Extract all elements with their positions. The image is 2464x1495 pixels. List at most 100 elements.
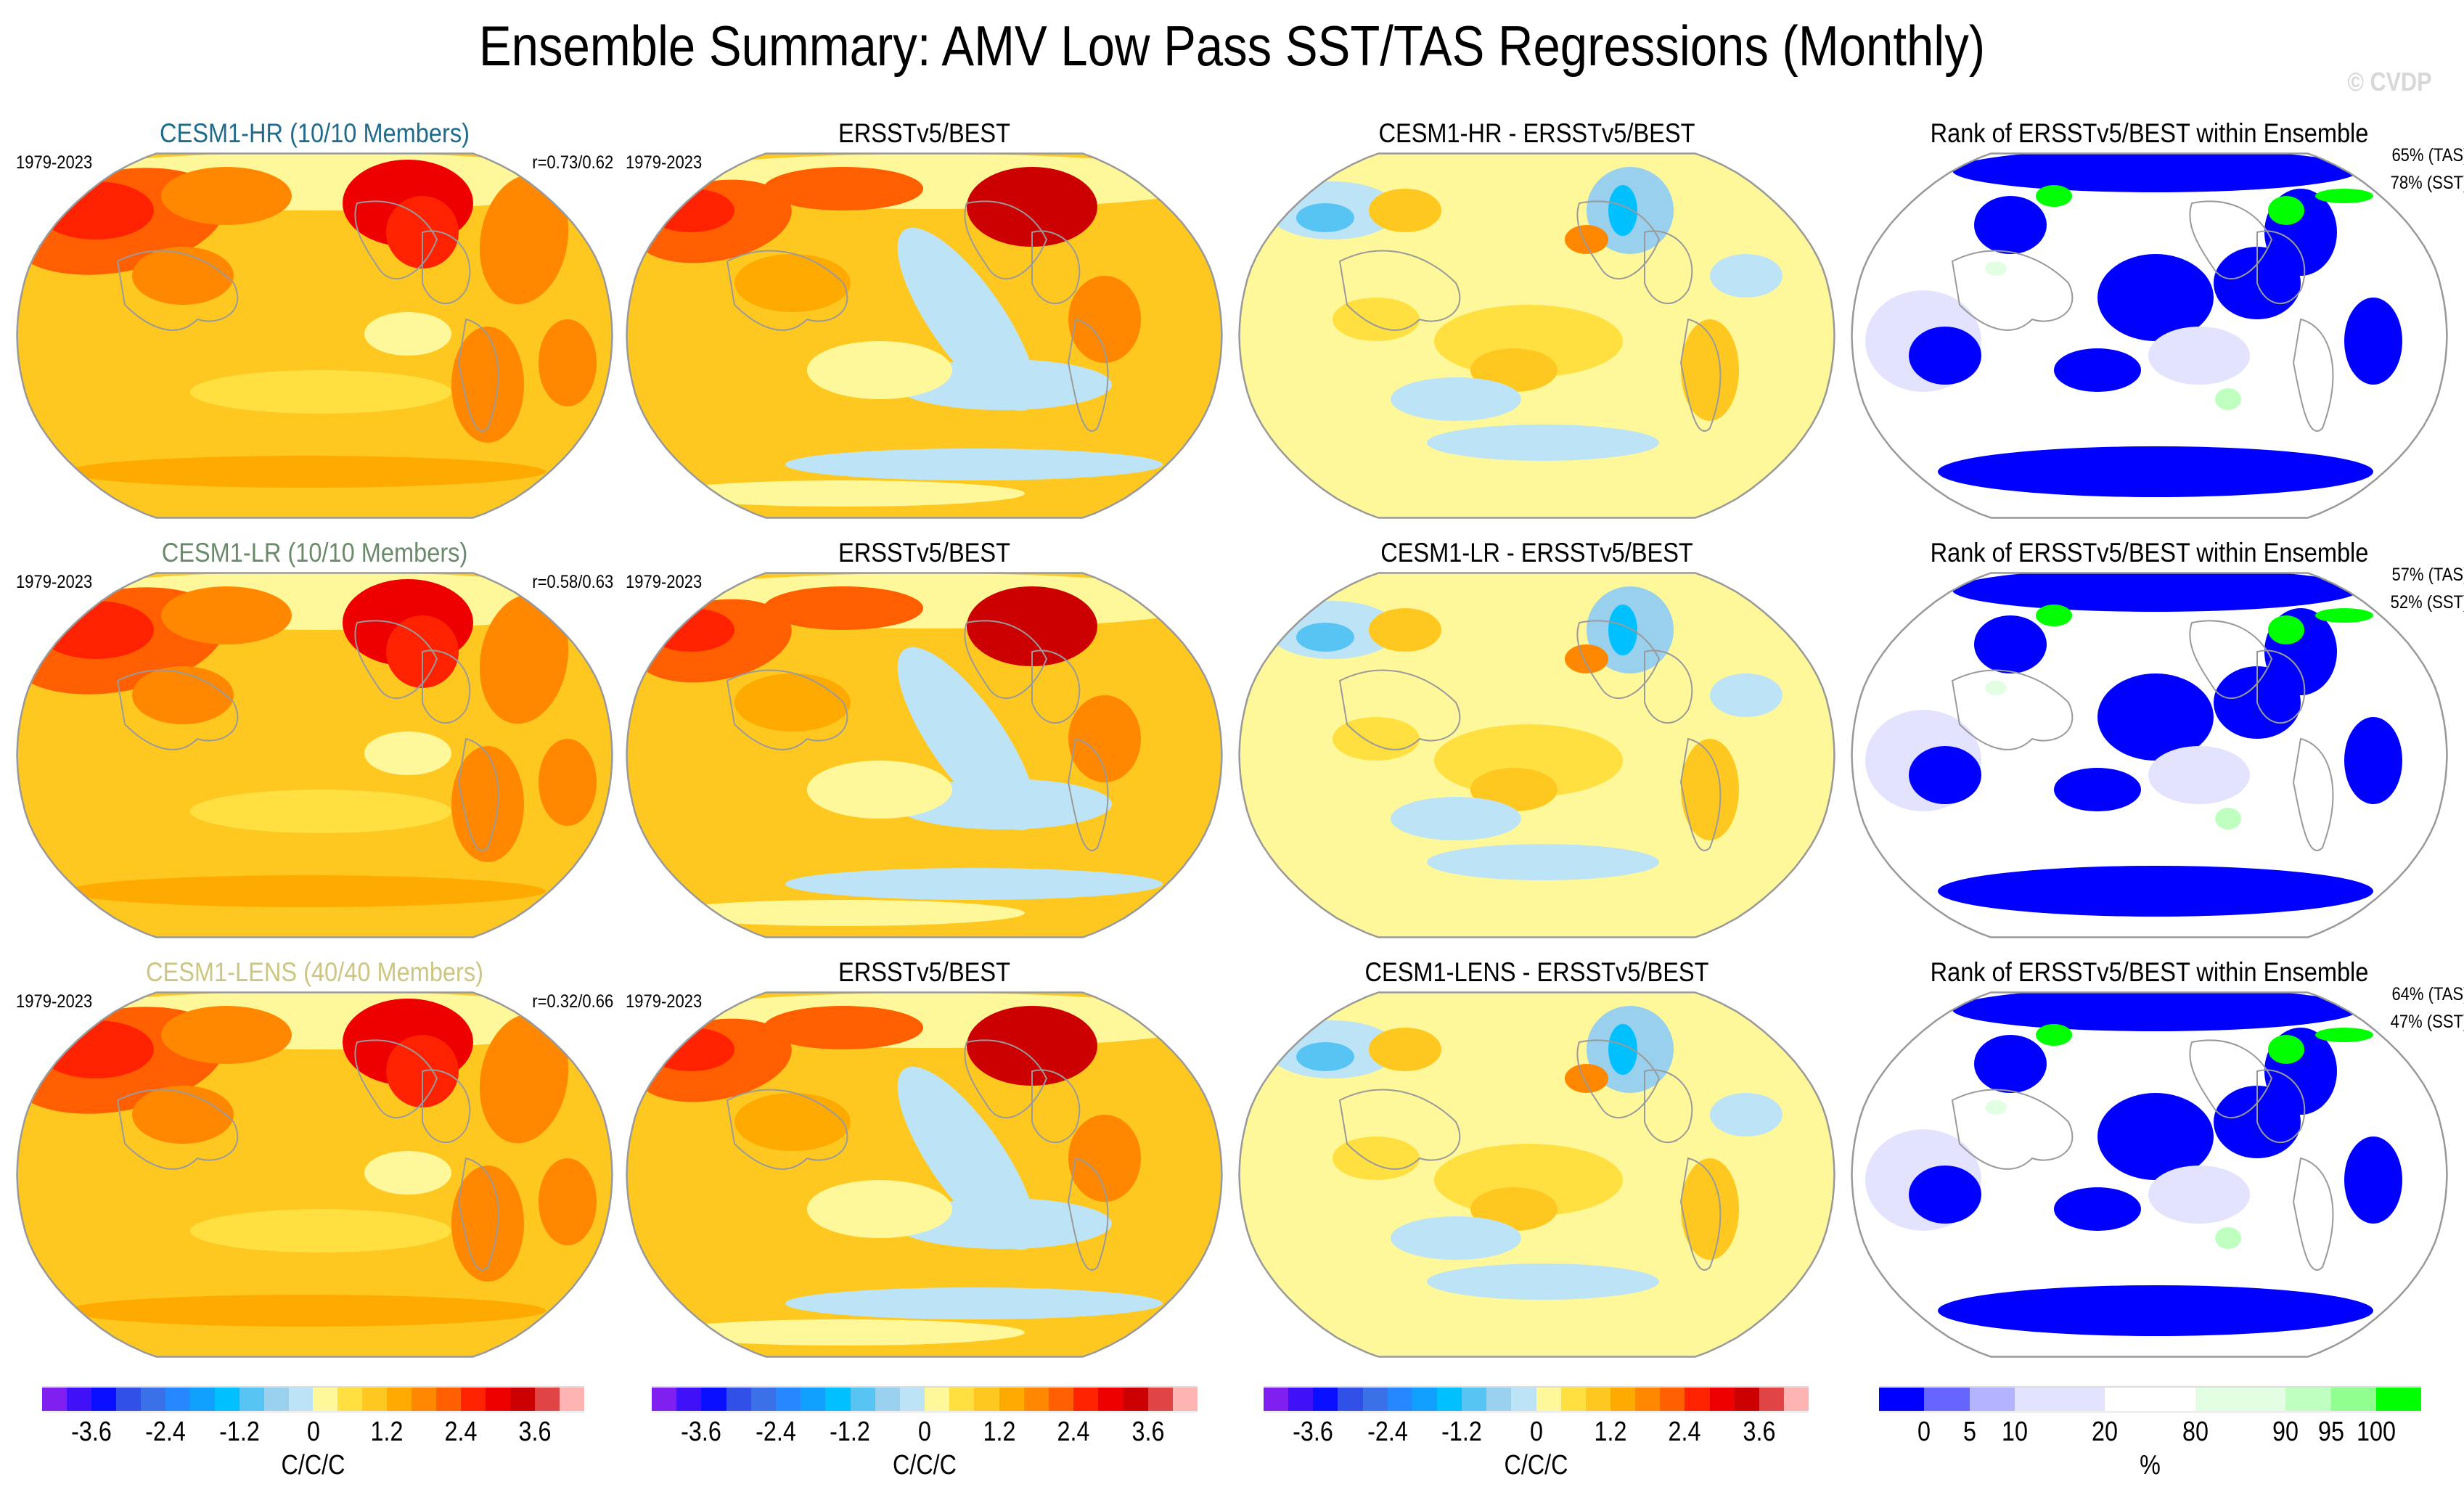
colorbar-unit-label: C/C/C (281, 1450, 345, 1480)
coastline (964, 620, 1048, 700)
model-panel: CESM1-LR (10/10 Members) 1979-2023 r=0.58/… (16, 538, 613, 945)
coastline (1576, 200, 1661, 280)
colorbar-tick-label: 0 (306, 1417, 320, 1447)
colorbar-box (1759, 1388, 1784, 1411)
colorbar-ticks: 0 5 10 20 80 90 95 100 (1879, 1413, 2421, 1447)
field-contour-region (967, 1006, 1097, 1086)
colorbar-box (652, 1388, 677, 1411)
period-label: 1979-2023 (16, 572, 93, 592)
difference-panel: CESM1-LR - ERSSTv5/BEST (1238, 538, 1835, 945)
colorbar-regression-col3: -3.6 -2.4 -1.2 0 1.2 2.4 3.6 C/C/C (1264, 1386, 1809, 1495)
colorbar-box (2285, 1388, 2331, 1411)
map-border (1851, 572, 2448, 938)
field-contour-region (1369, 608, 1441, 652)
rank-map (1851, 572, 2448, 938)
field-contour-region (1296, 1042, 1354, 1071)
rank-sst-label: 52% (SST) (2390, 592, 2464, 613)
field-contour-region (190, 370, 451, 414)
field-contour-region (1470, 1187, 1558, 1231)
colorbar-tick-label: 0 (1529, 1417, 1543, 1447)
field-contour-region (479, 594, 569, 724)
field-contour-region (1974, 196, 2047, 254)
field-contour-region (647, 608, 734, 652)
colorbar-box (66, 1388, 91, 1411)
field-contour-region (190, 1209, 451, 1253)
coastline (1031, 1069, 1081, 1144)
colorbar-box (1783, 1388, 1809, 1411)
coastline (457, 737, 499, 851)
field-contour-region (161, 586, 292, 644)
map-border (1238, 991, 1835, 1358)
difference-panel: CESM1-HR - ERSSTv5/BEST (1238, 119, 1835, 525)
colorbar-box (362, 1388, 388, 1411)
field-contour-region (2315, 1028, 2373, 1042)
coastline (457, 1157, 499, 1271)
colorbar-box (899, 1388, 925, 1411)
colorbar-ticks: -3.6 -2.4 -1.2 0 1.2 2.4 3.6 (42, 1413, 584, 1447)
field-contour-region (2097, 673, 2214, 761)
field-contour-region (2036, 185, 2072, 207)
coastline (1951, 1089, 2074, 1170)
coastline (2292, 318, 2334, 432)
colorbar-box (875, 1388, 900, 1411)
coastline (422, 650, 471, 724)
coastline (116, 1089, 239, 1170)
field-contour-region (2097, 1093, 2214, 1180)
field-contour-region (2344, 1136, 2402, 1224)
colorbar-tick-label: 90 (2272, 1417, 2299, 1447)
coastline (1338, 1089, 1461, 1170)
cvdp-watermark: © CVDP (2347, 67, 2432, 97)
field-contour-region (1710, 1093, 1782, 1136)
difference-panel: CESM1-LENS - ERSSTv5/BEST (1238, 958, 1835, 1364)
field-contour-region (190, 790, 451, 833)
field-contour-region (647, 1028, 734, 1071)
colorbar-unit-label: C/C/C (893, 1450, 957, 1480)
colorbar-boxes (42, 1386, 584, 1413)
field-contour-region (67, 456, 546, 488)
colorbar-box (1123, 1388, 1148, 1411)
field-contour-region (1333, 298, 1420, 341)
coastline (354, 1039, 438, 1119)
obs-map (626, 572, 1223, 938)
coastline (116, 669, 239, 750)
coastline (1644, 1069, 1693, 1144)
period-label: 1979-2023 (16, 152, 93, 173)
colorbar-tick-label: 1.2 (370, 1417, 404, 1447)
panel-title: Rank of ERSSTv5/BEST within Ensemble (1930, 957, 2369, 987)
colorbar-tick-label: 2.4 (1668, 1417, 1701, 1447)
colorbar-box (42, 1388, 67, 1411)
colorbar-box (2330, 1388, 2376, 1411)
coastline (2292, 1157, 2334, 1271)
field-contour-region (967, 586, 1097, 666)
colorbar-regression-col2: -3.6 -2.4 -1.2 0 1.2 2.4 3.6 C/C/C (652, 1386, 1198, 1495)
field-contour-region (2315, 608, 2373, 623)
coastline (1031, 230, 1081, 305)
colorbar-tick-label: 2.4 (444, 1417, 478, 1447)
field-contour-region (2215, 808, 2241, 830)
colorbar-tick-label: 80 (2182, 1417, 2209, 1447)
coastline (1644, 230, 1693, 305)
colorbar-box (1709, 1388, 1735, 1411)
rank-panel: Rank of ERSSTv5/BEST within Ensemble 57% … (1851, 538, 2464, 945)
field-contour-region (1952, 153, 2359, 192)
rank-sst-label: 78% (SST) (2390, 173, 2464, 193)
colorbar-tick-label: 10 (2001, 1417, 2028, 1447)
field-contour-region (1681, 319, 1739, 421)
colorbar-box (1685, 1388, 1710, 1411)
colorbar-box (775, 1388, 801, 1411)
colorbar-box (387, 1388, 412, 1411)
model-map (16, 152, 613, 519)
figure-title: Ensemble Summary: AMV Low Pass SST/TAS R… (478, 14, 1986, 78)
colorbar-unit-label: C/C/C (1504, 1450, 1568, 1480)
field-contour-region (785, 1287, 1163, 1319)
panel-title: CESM1-LENS (40/40 Members) (145, 957, 484, 987)
field-contour-region (764, 586, 923, 630)
field-contour-region (1938, 1285, 2373, 1336)
coastline (2189, 200, 2273, 280)
field-contour-region (1565, 1064, 1608, 1093)
field-contour-region (364, 312, 451, 356)
colorbar-box (1362, 1388, 1388, 1411)
colorbar-box (1462, 1388, 1487, 1411)
colorbar-box (263, 1388, 289, 1411)
model-map (16, 572, 613, 938)
